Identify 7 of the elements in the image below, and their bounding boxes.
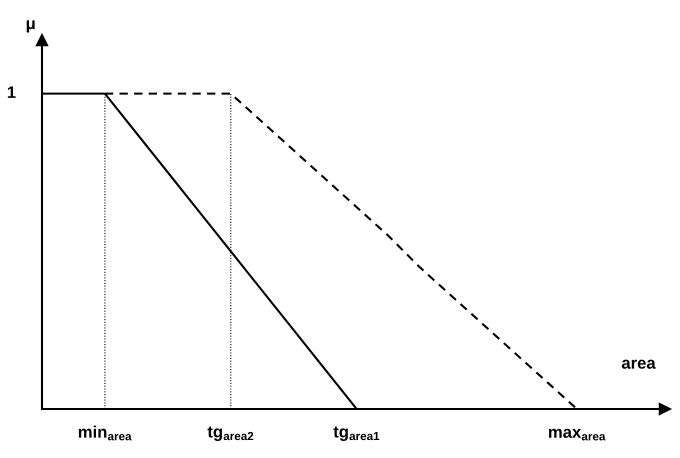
x-tick-label: tg$_{area1}$ [333, 426, 380, 441]
x-axis-title: area [622, 360, 656, 369]
y-axis-title: μ [26, 20, 35, 33]
x-tick-label: min$_{area}$ [78, 426, 132, 440]
text: 1 [8, 86, 16, 98]
x-tick-label: tg$_{area2}$ [208, 426, 254, 441]
x-tick-label: max$_{area}$ [549, 428, 606, 440]
